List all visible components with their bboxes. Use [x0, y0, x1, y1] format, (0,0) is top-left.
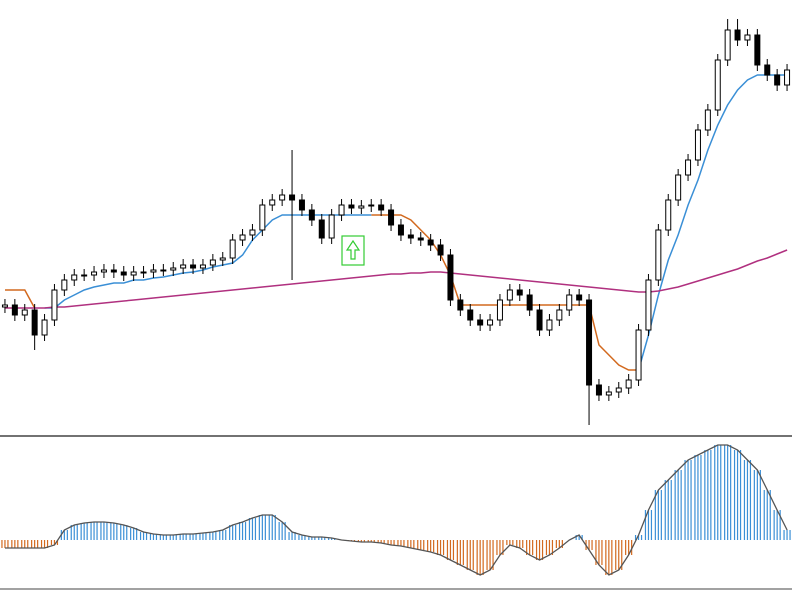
candle-body — [11, 304, 18, 316]
candle-body — [308, 209, 315, 221]
indicator-line — [44, 74, 788, 371]
candle-body — [71, 274, 78, 281]
candle-body — [249, 229, 256, 236]
candle-body — [714, 59, 721, 111]
candle-body — [704, 109, 711, 131]
candle-body — [615, 387, 622, 393]
candle-body — [447, 254, 454, 301]
candle-body — [110, 269, 117, 273]
histogram-outline — [5, 444, 788, 576]
candle-body — [91, 271, 98, 276]
candle-body — [427, 239, 434, 246]
signal-arrow — [345, 239, 361, 260]
candle-body — [199, 264, 206, 269]
candle-body — [1, 304, 8, 308]
candle-body — [378, 204, 385, 211]
candle-body — [586, 299, 593, 386]
candle-body — [120, 271, 127, 276]
candle-body — [576, 294, 583, 301]
candle-body — [685, 159, 692, 176]
indicator-line — [5, 214, 639, 371]
candle-body — [655, 229, 662, 281]
candle-body — [437, 244, 444, 256]
candle-body — [764, 64, 771, 76]
candle-body — [100, 269, 107, 273]
candle-body — [31, 309, 38, 336]
candle-body — [219, 257, 226, 261]
candle-body — [160, 269, 167, 272]
candle-body — [41, 319, 48, 336]
candle-body — [595, 384, 602, 396]
candle-body — [338, 204, 345, 216]
candle-body — [734, 29, 741, 41]
candle-body — [784, 69, 791, 86]
candle-body — [259, 204, 266, 231]
indicator-line — [5, 249, 788, 309]
candle-body — [754, 34, 761, 66]
candle-body — [665, 199, 672, 231]
candle-body — [774, 74, 781, 86]
candle-body — [477, 319, 484, 326]
candle-body — [526, 294, 533, 311]
candle-body — [516, 289, 523, 296]
candle-body — [487, 319, 494, 326]
candle-body — [140, 271, 147, 274]
candle-body — [150, 269, 157, 273]
candle-body — [328, 214, 335, 239]
candle-body — [61, 279, 68, 291]
candle-body — [170, 267, 177, 271]
candle-body — [180, 264, 187, 269]
candle-body — [506, 289, 513, 301]
candle-body — [21, 309, 28, 316]
candle-body — [635, 329, 642, 381]
candle-body — [388, 209, 395, 226]
candle-body — [358, 205, 365, 209]
candle-body — [289, 194, 296, 201]
candle-body — [724, 29, 731, 61]
candle-body — [348, 204, 355, 209]
candle-body — [457, 299, 464, 311]
candle-body — [269, 199, 276, 206]
candle-body — [130, 271, 137, 276]
candle-body — [417, 237, 424, 241]
candle-body — [744, 34, 751, 41]
candle-body — [368, 204, 375, 207]
signal-box — [341, 235, 365, 266]
candle-body — [190, 264, 197, 269]
candle-body — [675, 174, 682, 201]
candle-body — [239, 234, 246, 241]
candle-body — [318, 219, 325, 239]
candle-body — [496, 299, 503, 321]
candle-body — [209, 259, 216, 266]
candle-body — [397, 224, 404, 236]
candle-body — [566, 294, 573, 311]
candle-body — [536, 309, 543, 331]
candle-body — [298, 199, 305, 211]
candle-body — [467, 309, 474, 321]
candle-body — [694, 129, 701, 161]
candle-body — [605, 391, 612, 396]
candle-body — [645, 279, 652, 331]
candle-body — [407, 234, 414, 239]
candle-body — [556, 309, 563, 321]
candle-body — [279, 194, 286, 201]
candle-body — [81, 274, 88, 277]
candle-body — [625, 379, 632, 389]
candle-body — [229, 239, 236, 259]
candle-body — [546, 319, 553, 331]
candle-body — [51, 289, 58, 321]
